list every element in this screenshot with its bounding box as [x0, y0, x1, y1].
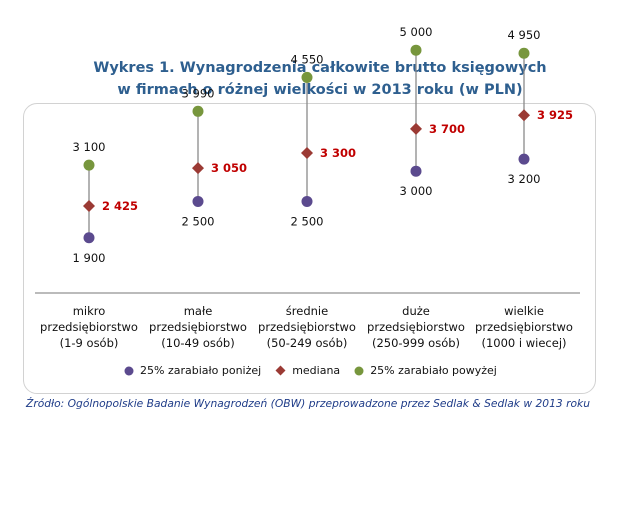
- median-point: [518, 109, 530, 122]
- category-label-line: przedsiębiorstwo: [40, 320, 138, 334]
- low-value-label: 3 200: [508, 172, 541, 186]
- high-value-label: 4 550: [291, 52, 324, 66]
- median-value-label: 3 050: [211, 161, 247, 175]
- median-value-label: 2 425: [102, 199, 138, 213]
- high-value-label: 3 100: [73, 140, 106, 154]
- category-label-line: (250-999 osób): [371, 336, 461, 350]
- category-label-line: mikro: [72, 304, 106, 318]
- chart-title-line-2: w firmach o różnej wielkości w 2013 roku…: [117, 82, 523, 98]
- category-label-line: średnie: [285, 304, 329, 318]
- low-value-label: 1 900: [73, 251, 106, 265]
- category-label-line: (1000 i wiecej): [481, 336, 567, 350]
- legend-item-high: 25% zarabiało powyżej: [354, 364, 497, 377]
- category-label: wielkie przedsiębiorstwo (1000 i wiecej): [468, 303, 580, 351]
- low-point: [410, 165, 422, 177]
- legend-item-median: mediana: [275, 364, 340, 377]
- category-label-line: przedsiębiorstwo: [258, 320, 356, 334]
- median-point: [192, 162, 204, 175]
- high-value-label: 4 950: [508, 28, 541, 42]
- diamond-red-icon: [275, 365, 286, 376]
- low-point: [83, 232, 95, 244]
- category-label-line: (50-249 osób): [266, 336, 348, 350]
- legend-label-low: 25% zarabiało poniżej: [140, 364, 262, 377]
- low-point: [518, 153, 530, 165]
- chart-title-line-1: Wykres 1. Wynagrodzenia całkowite brutto…: [93, 60, 547, 76]
- low-point: [192, 195, 204, 207]
- median-value-label: 3 300: [320, 146, 356, 160]
- category-label: duże przedsiębiorstwo (250-999 osób): [360, 303, 472, 351]
- category-label-line: duże: [402, 304, 430, 318]
- category-label-line: (10-49 osób): [161, 336, 235, 350]
- low-value-label: 2 500: [291, 214, 324, 228]
- median-point: [301, 147, 313, 160]
- high-point: [410, 44, 422, 56]
- high-point: [83, 159, 95, 171]
- category-label-line: przedsiębiorstwo: [367, 320, 465, 334]
- low-value-label: 3 000: [400, 184, 433, 198]
- low-value-label: 2 500: [182, 214, 215, 228]
- legend-item-low: 25% zarabiało poniżej: [124, 364, 261, 377]
- category-label-line: przedsiębiorstwo: [149, 320, 247, 334]
- high-value-label: 3 990: [182, 86, 215, 100]
- high-value-label: 5 000: [400, 25, 433, 39]
- category-label-line: (1-9 osób): [59, 336, 119, 350]
- high-point: [192, 105, 204, 117]
- median-point: [83, 199, 95, 212]
- circle-green-icon: [354, 366, 364, 375]
- source-note: Źródło: Ogólnopolskie Badanie Wynagrodze…: [26, 397, 590, 410]
- category-label: małe przedsiębiorstwo (10-49 osób): [142, 303, 254, 351]
- category-label-line: małe: [183, 304, 213, 318]
- category-label-line: wielkie: [504, 304, 544, 318]
- legend-label-median: mediana: [292, 364, 341, 377]
- high-point: [518, 47, 530, 59]
- category-label: mikro przedsiębiorstwo (1-9 osób): [33, 303, 145, 351]
- category-label: średnie przedsiębiorstwo (50-249 osób): [251, 303, 363, 351]
- legend-label-high: 25% zarabiało powyżej: [370, 364, 497, 377]
- low-point: [301, 195, 313, 207]
- median-value-label: 3 925: [537, 108, 573, 122]
- legend: 25% zarabiało poniżej mediana 25% zarabi…: [124, 364, 511, 377]
- high-point: [301, 71, 313, 83]
- median-value-label: 3 700: [429, 122, 465, 136]
- category-label-line: przedsiębiorstwo: [475, 320, 573, 334]
- median-point: [410, 122, 422, 135]
- circle-purple-icon: [124, 366, 134, 375]
